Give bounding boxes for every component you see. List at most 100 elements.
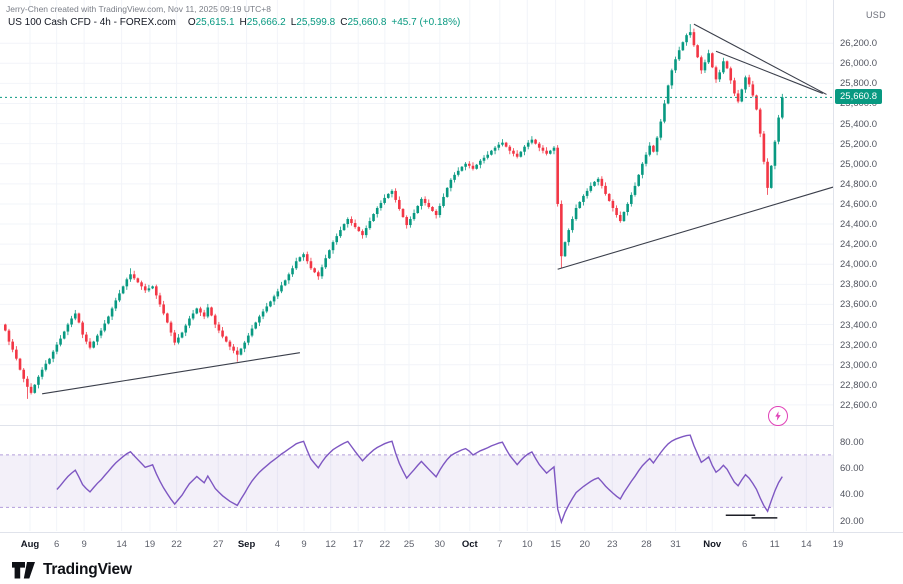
candle-body	[781, 97, 784, 118]
candle-body	[751, 84, 755, 96]
trendline	[693, 23, 827, 95]
candle-body	[762, 133, 766, 162]
candle-body	[51, 351, 55, 359]
main-price-pane[interactable]	[0, 0, 833, 425]
candle-body	[585, 190, 589, 196]
candle-body	[571, 219, 574, 231]
time-axis-label: 15	[550, 539, 561, 550]
candle-body	[707, 53, 710, 63]
candle-body	[350, 219, 353, 224]
time-axis-label: 9	[81, 539, 87, 550]
price-axis[interactable]: 26,200.026,000.025,800.025,600.025,400.0…	[833, 0, 903, 532]
candle-body	[173, 332, 176, 343]
symbol-title[interactable]: US 100 Cash CFD - 4h - FOREX.com	[8, 17, 176, 28]
price-axis-label: 23,200.0	[840, 339, 877, 351]
lightning-bolt-icon	[775, 411, 781, 421]
candle-body	[324, 258, 327, 268]
candle-body	[372, 214, 375, 222]
trendline	[715, 50, 824, 94]
candle-body	[103, 323, 107, 331]
rsi-axis-label: 40.00	[840, 489, 864, 501]
rsi-indicator-pane[interactable]	[0, 426, 833, 531]
candle-body	[449, 179, 453, 188]
candle-body	[272, 296, 276, 302]
ohlc-close-label: C	[340, 17, 348, 28]
time-axis-label: 22	[379, 539, 391, 550]
candle-body	[755, 95, 758, 110]
candle-body	[537, 143, 541, 148]
symbol-legend[interactable]: US 100 Cash CFD - 4h - FOREX.com O25,615.…	[8, 17, 460, 28]
candle-body	[265, 306, 269, 312]
candle-body	[578, 201, 582, 208]
candle-body	[475, 164, 478, 169]
candle-body	[497, 144, 501, 148]
candle-body	[766, 161, 769, 188]
candle-body	[777, 117, 780, 142]
time-axis-label: 14	[801, 539, 812, 550]
candle-body	[96, 335, 99, 342]
candle-body	[445, 187, 449, 197]
candle-body	[18, 358, 22, 370]
candle-body	[177, 337, 180, 343]
candle-body	[361, 231, 364, 236]
pane-separator[interactable]	[0, 425, 903, 426]
candle-body	[442, 196, 445, 206]
tradingview-logo-text[interactable]: TradingView	[43, 561, 132, 578]
candle-body	[556, 147, 559, 204]
candle-body	[747, 77, 751, 85]
candle-body	[401, 208, 405, 218]
candle-body	[383, 197, 386, 203]
candle-body	[545, 150, 548, 154]
time-axis-label: 28	[641, 539, 652, 550]
candle-body	[633, 185, 637, 195]
time-axis-label: 11	[769, 539, 780, 550]
candle-body	[453, 174, 456, 180]
candle-body	[552, 147, 556, 151]
rsi-axis-label: 20.00	[840, 515, 864, 527]
candle-body	[199, 308, 202, 313]
time-axis[interactable]: Aug 6 9 14 19 22 27 Sep 4 9 12 17 22 25 30 Oct 7 10 15 20 23…	[0, 532, 903, 557]
time-axis-label: Sep	[237, 539, 256, 550]
candle-body	[243, 342, 246, 349]
candle-body	[515, 153, 519, 157]
candle-body	[232, 346, 235, 351]
candle-body	[589, 185, 593, 191]
candle-body	[147, 288, 151, 291]
candle-body	[184, 325, 188, 333]
candle-body	[55, 344, 59, 352]
candle-body	[574, 207, 578, 220]
candle-body	[409, 219, 412, 226]
candle-body	[604, 185, 607, 194]
candle-body	[62, 331, 66, 339]
price-axis-label: 24,600.0	[840, 198, 877, 210]
time-axis-label: 19	[144, 539, 156, 550]
currency-label[interactable]: USD	[866, 10, 886, 20]
candle-body	[596, 178, 600, 182]
candle-body	[729, 68, 733, 81]
trendline	[42, 352, 300, 395]
candle-body	[114, 300, 118, 309]
ohlc-change: +45.7 (+0.18%)	[391, 17, 461, 28]
flash-icon[interactable]	[768, 406, 788, 426]
candle-body	[696, 45, 699, 58]
tradingview-logo-icon[interactable]	[12, 561, 36, 579]
candle-body	[258, 316, 261, 323]
candle-body	[769, 165, 773, 188]
candle-body	[213, 315, 217, 325]
time-axis-label: 25	[403, 539, 415, 550]
candle-body	[180, 332, 184, 338]
rsi-band	[0, 454, 833, 508]
candle-body	[567, 230, 571, 243]
candle-body	[346, 219, 350, 225]
time-axis-label: 9	[301, 539, 307, 550]
ohlc-open-label: O	[187, 17, 196, 28]
rsi-line	[56, 434, 783, 525]
candle-body	[169, 322, 173, 333]
candle-body	[48, 358, 51, 364]
time-axis-label: 20	[579, 539, 591, 550]
candle-body	[136, 278, 140, 283]
candle-body	[486, 154, 490, 158]
candle-body	[630, 194, 633, 204]
time-axis-label: 6	[742, 539, 748, 550]
